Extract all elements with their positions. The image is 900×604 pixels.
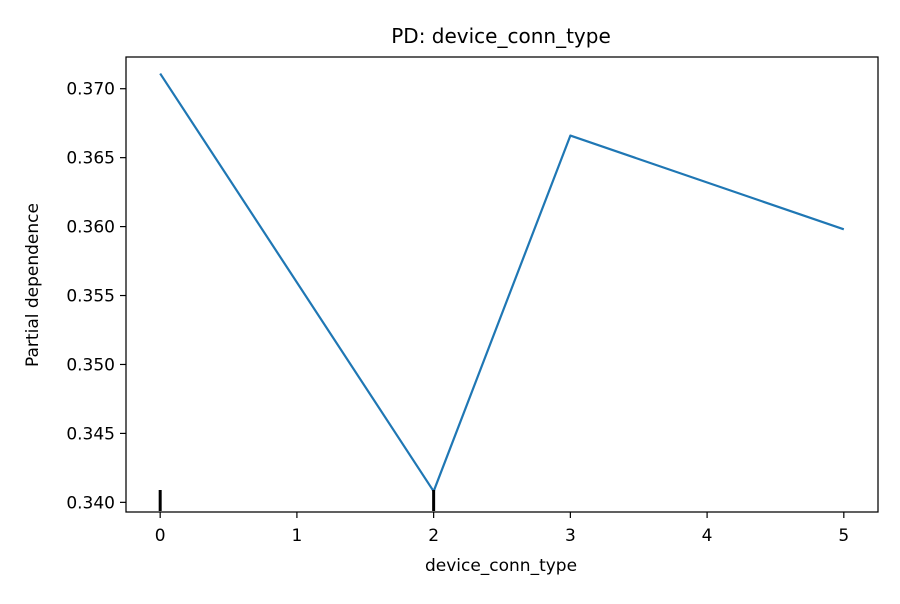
- x-tick-label: 1: [291, 526, 302, 546]
- x-tick-label: 3: [565, 526, 576, 546]
- y-tick-label: 0.345: [66, 424, 115, 444]
- y-tick-label: 0.370: [66, 80, 115, 100]
- y-tick-label: 0.355: [66, 287, 115, 307]
- y-axis-title: Partial dependence: [23, 203, 43, 367]
- x-axis-title: device_conn_type: [425, 556, 577, 576]
- x-tick-label: 0: [155, 526, 166, 546]
- x-tick-label: 2: [428, 526, 439, 546]
- y-tick-label: 0.350: [66, 355, 115, 375]
- x-tick-label: 5: [838, 526, 849, 546]
- y-tick-label: 0.360: [66, 218, 115, 238]
- y-tick-label: 0.365: [66, 149, 115, 169]
- chart-title: PD: device_conn_type: [391, 24, 611, 48]
- x-tick-label: 4: [702, 526, 713, 546]
- y-tick-label: 0.340: [66, 493, 115, 513]
